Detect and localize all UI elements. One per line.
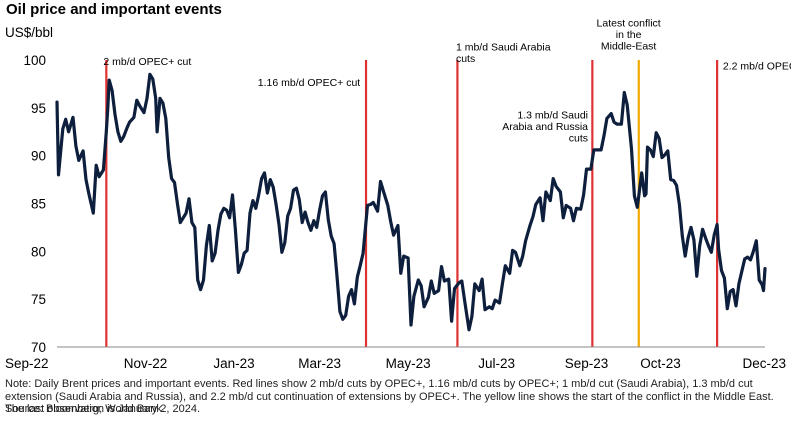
y-tick-label: 95 <box>31 101 46 116</box>
event-label: 1.3 mb/d Saudi Arabia and Russia cuts <box>502 109 588 144</box>
y-tick-label: 75 <box>31 292 46 307</box>
x-tick-label: Dec-23 <box>742 356 786 371</box>
y-axis-ticks: 70 75 80 85 90 95 100 <box>23 53 46 355</box>
y-axis-unit-label: US$/bbl <box>5 25 54 40</box>
y-tick-label: 70 <box>31 340 46 355</box>
y-tick-label: 80 <box>31 244 46 259</box>
event-labels: 2 mb/d OPEC+ cut 1.16 mb/d OPEC+ cut 1 mb/… <box>103 18 791 145</box>
chart-title: Oil price and important events <box>6 1 222 18</box>
event-label: Latest conflict in the Middle-East <box>597 18 661 53</box>
oil-price-chart: 2 mb/d OPEC+ cut 1.16 mb/d OPEC+ cut 1 mb/… <box>5 18 791 371</box>
y-tick-label: 85 <box>31 197 46 212</box>
price-series <box>55 72 767 332</box>
chart-note: Note: Daily Brent prices and important e… <box>5 378 774 415</box>
x-tick-label: Nov-22 <box>124 356 168 371</box>
event-label: 1 mb/d Saudi Arabia cuts <box>456 41 551 65</box>
chart-source: Source: Bloomberg; World Bank. <box>5 403 165 415</box>
event-label: 2 mb/d OPEC+ cut <box>103 56 191 68</box>
x-tick-label: Oct-23 <box>640 356 681 371</box>
x-tick-label: Sep-23 <box>565 356 609 371</box>
event-label: 2.2 mb/d OPEC+ cut <box>723 61 791 73</box>
x-tick-label: Sep-22 <box>5 356 49 371</box>
price-line <box>55 72 767 332</box>
x-tick-label: Jul-23 <box>478 356 515 371</box>
event-label: 1.16 mb/d OPEC+ cut <box>258 77 361 89</box>
y-tick-label: 90 <box>31 149 46 164</box>
x-tick-label: Mar-23 <box>298 356 341 371</box>
x-tick-label: Jan-23 <box>213 356 254 371</box>
event-lines <box>105 60 719 347</box>
x-tick-label: May-23 <box>386 356 431 371</box>
y-tick-label: 100 <box>23 53 46 68</box>
x-axis-ticks: Sep-22 Nov-22 Jan-23 Mar-23 May-23 Jul-23 Sep-… <box>5 356 786 371</box>
